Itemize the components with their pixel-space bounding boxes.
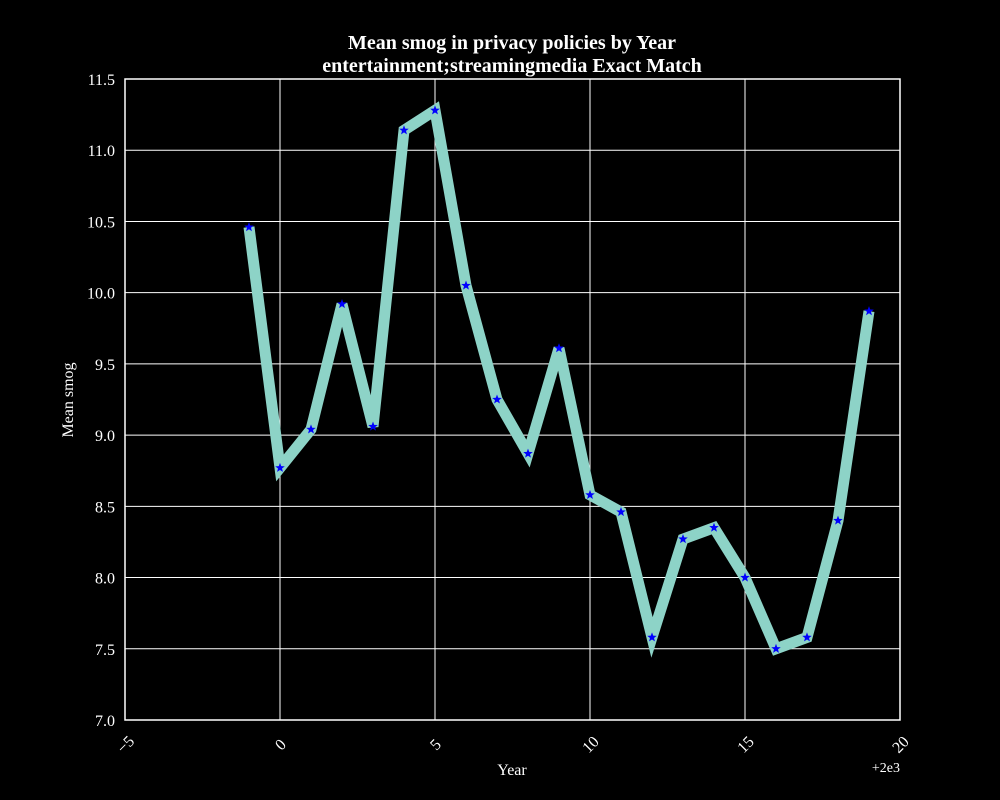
data-point-marker (771, 643, 781, 653)
chart-title: Mean smog in privacy policies by Year (348, 32, 676, 54)
data-point-marker (492, 394, 502, 404)
data-point-marker (740, 572, 750, 582)
data-point-marker (554, 343, 564, 353)
data-point-marker (864, 306, 874, 316)
data-point-marker (616, 507, 626, 517)
y-tick-label: 8.5 (95, 499, 115, 516)
data-point-marker (399, 125, 409, 135)
x-axis-label: Year (497, 762, 527, 779)
y-tick-label: 8.0 (95, 571, 115, 588)
data-point-marker (709, 522, 719, 532)
y-tick-label: 10.0 (87, 286, 115, 303)
data-point-marker (523, 448, 533, 458)
x-tick-label: 5 (427, 736, 445, 754)
x-tick-label: 0 (272, 736, 290, 754)
data-point-marker (430, 105, 440, 115)
data-point-marker (585, 489, 595, 499)
x-tick-label: 10 (579, 733, 602, 756)
x-tick-label: −5 (114, 733, 138, 757)
data-point-marker (306, 424, 316, 434)
y-tick-label: 11.0 (88, 143, 115, 160)
x-tick-label: 15 (734, 733, 757, 756)
plot-frame (124, 78, 901, 721)
y-tick-label: 9.0 (95, 428, 115, 445)
x-tick-label: 20 (889, 733, 912, 756)
data-point-marker (368, 421, 378, 431)
data-point-marker (275, 462, 285, 472)
y-tick-label: 7.0 (95, 713, 115, 730)
data-point-marker (647, 632, 657, 642)
grid (124, 78, 901, 721)
y-tick-label: 10.5 (87, 214, 115, 231)
data-point-marker (244, 222, 254, 232)
y-tick-label: 11.5 (88, 72, 115, 89)
x-axis: −5 0 5 10 15 20 (114, 733, 913, 757)
y-axis: 7.0 7.5 8.0 8.5 9.0 9.5 10.0 10.5 11.0 11.5 (87, 72, 115, 730)
y-axis-label: Mean smog (60, 362, 77, 437)
series-layer (243, 101, 875, 658)
data-point-marker (802, 632, 812, 642)
y-tick-label: 7.5 (95, 642, 115, 659)
data-point-marker (833, 515, 843, 525)
series-line (243, 101, 875, 658)
data-point-marker (461, 280, 471, 290)
chart-subtitle: entertainment;streamingmedia Exact Match (322, 55, 702, 77)
y-tick-label: 9.5 (95, 357, 115, 374)
x-offset-label: +2e3 (872, 761, 900, 776)
data-point-marker (337, 299, 347, 309)
data-point-marker (678, 534, 688, 544)
